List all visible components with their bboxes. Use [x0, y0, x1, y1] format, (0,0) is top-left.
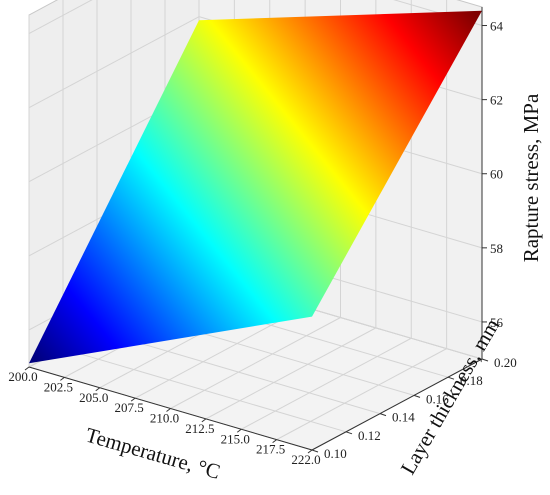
x-tick-label: 205.0 [79, 390, 108, 405]
x-grid-line [205, 327, 377, 420]
y-tick-label: 0.12 [358, 428, 381, 443]
z-grid-line [28, 16, 200, 109]
z-grid-line [28, 0, 93, 34]
y-axis-line [311, 358, 483, 451]
x-tick [130, 397, 136, 402]
y-tick [345, 431, 353, 435]
y-tick-label: 0.16 [426, 391, 449, 406]
x-grid-line [170, 317, 341, 409]
z-grid-line [393, 0, 483, 27]
z-axis-label: Rapture stress, MPa [519, 93, 543, 262]
z-tick-label: 58 [490, 241, 503, 256]
x-tick [24, 366, 30, 371]
y-tick [379, 413, 387, 417]
z-tick-label: 62 [490, 93, 503, 108]
x-tick-label: 210.0 [150, 411, 179, 426]
surface-plot [29, 10, 482, 364]
y-tick-label: 0.20 [494, 355, 517, 370]
surface-patch [29, 10, 482, 364]
z-tick-label: 64 [490, 19, 504, 34]
y-tick [447, 376, 455, 380]
x-tick [236, 428, 242, 433]
y-tick [413, 394, 421, 398]
y-tick-label: 0.10 [324, 446, 347, 461]
x-tick [95, 387, 101, 392]
x-tick-label: 222.0 [291, 452, 320, 467]
x-tick-label: 217.5 [256, 442, 285, 457]
x-tick-label: 200.0 [8, 369, 37, 384]
x-tick [60, 376, 65, 381]
x-grid-line [276, 348, 447, 441]
z-tick-label: 56 [490, 315, 504, 330]
y-tick-label: 0.18 [460, 373, 483, 388]
x-tick [201, 418, 207, 423]
x-grid-line [241, 337, 412, 430]
y-tick [481, 358, 489, 362]
axes: 200.0 202.5 205.0 207.5 210.0 212.5 215.0 217.5… [8, 7, 517, 467]
y-grid-line [62, 348, 347, 433]
y-grid-line [96, 330, 381, 415]
x-tick-label: 207.5 [115, 400, 144, 415]
y-tick-label: 0.14 [392, 410, 415, 425]
x-tick [307, 449, 313, 454]
y-tick [311, 449, 319, 453]
x-tick-label: 215.0 [221, 431, 250, 446]
x-tick-label: 202.5 [44, 379, 73, 394]
z-tick-label: 60 [490, 167, 503, 182]
x-tick-label: 212.5 [185, 421, 214, 436]
x-tick [272, 439, 277, 444]
x-tick [166, 408, 171, 412]
